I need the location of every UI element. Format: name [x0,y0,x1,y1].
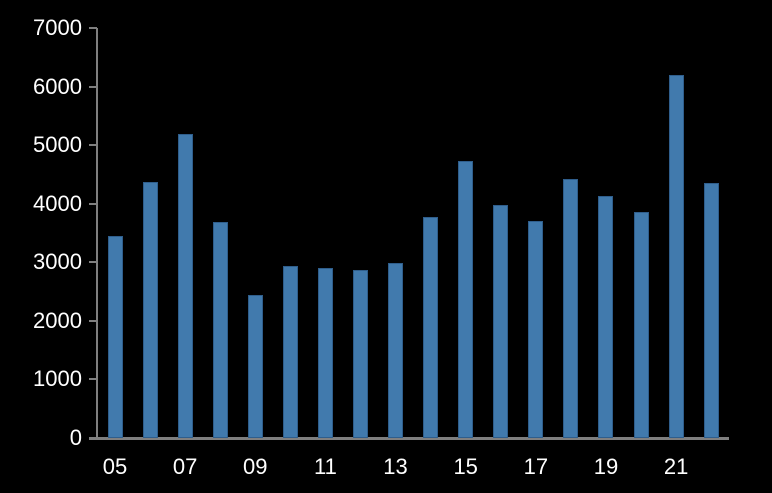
bar-16 [493,204,509,438]
bar-09 [247,295,263,438]
bar-20 [633,211,649,438]
x-tick-label: 07 [172,454,198,479]
y-tick-mark [89,85,97,88]
bar-18 [563,178,579,438]
x-axis-line [89,437,729,440]
bar-19 [598,196,614,438]
bar-14 [423,216,439,438]
x-tick-label: 09 [243,454,268,479]
y-tick-label: 5000 [33,132,82,158]
bar-10 [282,266,298,438]
bar-05 [107,235,123,438]
y-tick-mark [89,202,97,205]
y-tick-mark [89,437,97,439]
bar-06 [142,182,158,438]
bar-15 [458,160,474,438]
y-tick-mark [89,319,97,322]
y-tick-label: 2000 [33,307,82,333]
y-tick-label: 6000 [33,73,82,99]
x-tick-label: 15 [453,454,478,479]
y-tick-label: 4000 [33,190,82,216]
x-tick-label: 19 [593,454,619,479]
y-tick-label: 1000 [33,366,82,392]
y-tick-label: 0 [69,425,82,450]
y-tick-mark [89,27,97,29]
bar-07 [177,134,193,438]
x-tick-label: 21 [663,454,689,479]
y-tick-label: 3000 [33,249,82,275]
x-tick-label: 11 [313,454,337,479]
bar-13 [388,262,404,438]
x-tick-label: 13 [383,454,408,479]
y-tick-mark [89,261,97,264]
y-axis-line [96,28,98,440]
bar-08 [212,222,228,438]
x-tick-label: 05 [102,454,128,479]
x-tick-label: 17 [523,454,549,479]
y-tick-label: 7000 [33,15,82,40]
bar-11 [317,268,333,438]
bar-22 [703,183,719,438]
bar-12 [352,270,368,438]
y-tick-mark [89,144,97,147]
y-tick-mark [89,378,97,381]
bar-17 [528,221,544,438]
bar-21 [668,74,684,438]
